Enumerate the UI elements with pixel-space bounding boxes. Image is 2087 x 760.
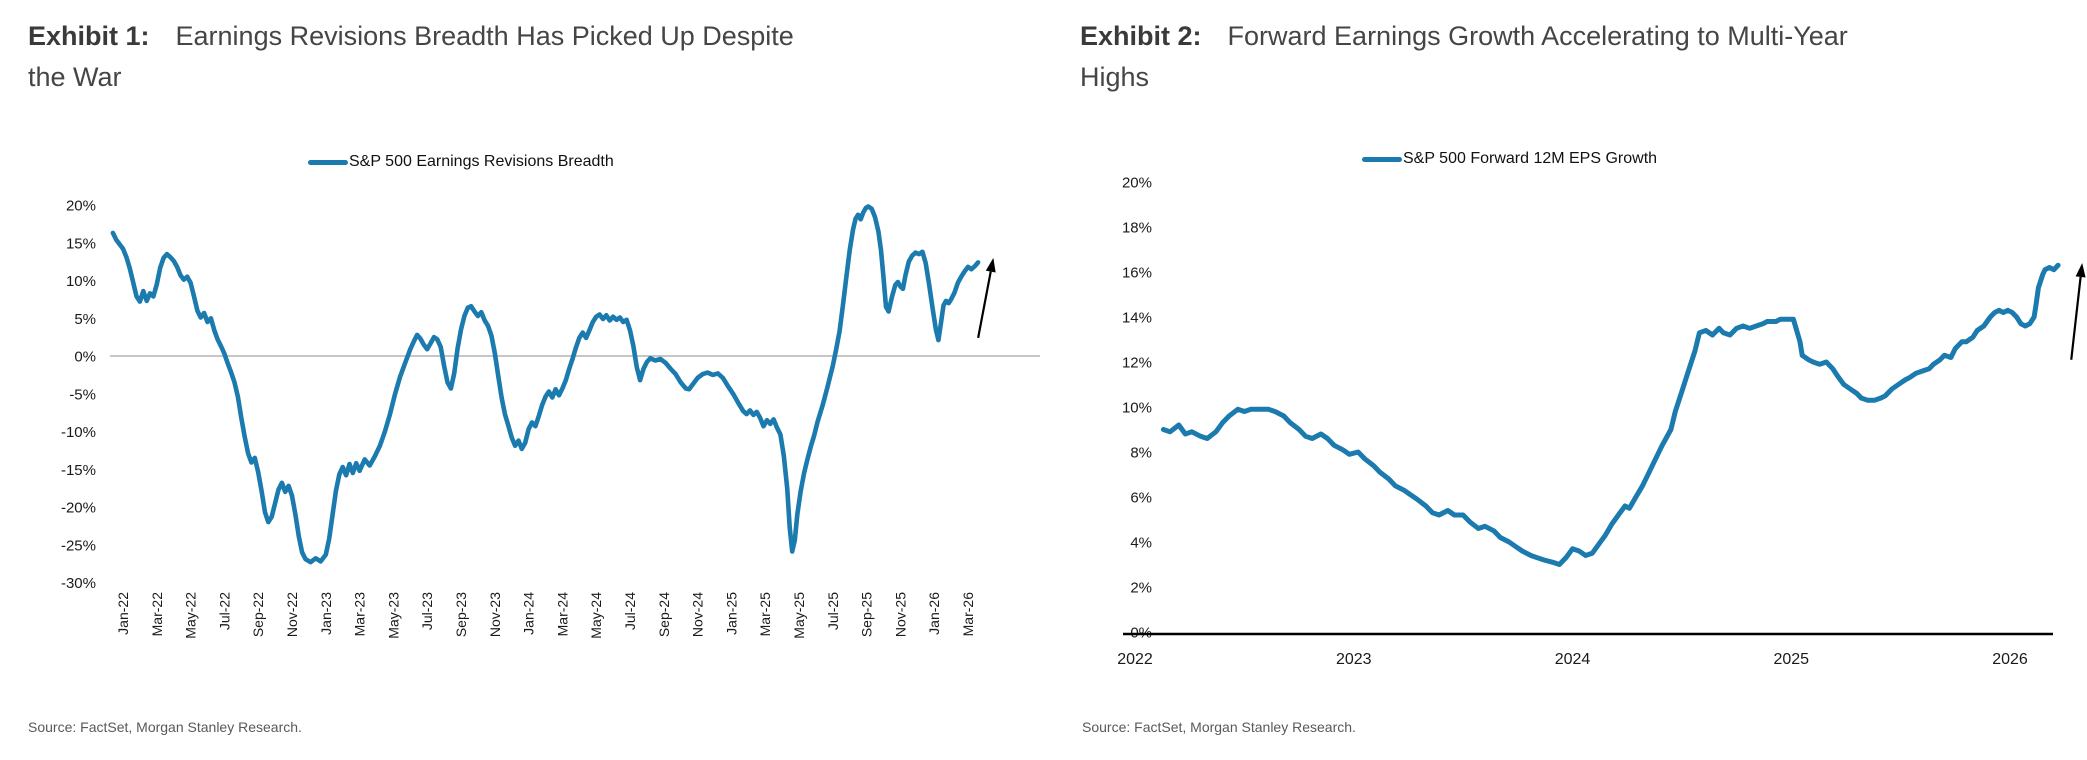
y-tick-label: -10% xyxy=(61,424,96,441)
x-tick-label: Jan-26 xyxy=(926,592,942,635)
exhibit1-title: Exhibit 1: Earnings Revisions Breadth Has… xyxy=(28,16,818,98)
y-tick-label: 18% xyxy=(1122,220,1152,237)
x-tick-label: Mar-26 xyxy=(960,592,976,637)
y-tick-label: 15% xyxy=(66,235,96,252)
y-tick-label: 10% xyxy=(66,273,96,290)
x-tick-label: May-23 xyxy=(385,592,401,639)
y-tick-label: -20% xyxy=(61,500,96,517)
x-tick-label: Jul-25 xyxy=(825,592,841,630)
x-tick-label: Mar-24 xyxy=(554,592,570,637)
forward-eps-growth-chart: 20%18%16%14%12%10%8%6%4%2%0%202220232024… xyxy=(1117,175,2086,668)
x-tick-label: May-22 xyxy=(183,592,199,639)
y-tick-label: 10% xyxy=(1122,400,1152,417)
legend-label: S&P 500 Forward 12M EPS Growth xyxy=(1403,150,1658,167)
y-tick-label: 20% xyxy=(66,198,96,215)
y-tick-label: 2% xyxy=(1130,580,1152,597)
legend-line-icon xyxy=(1362,156,1402,162)
legend-line-icon xyxy=(308,159,348,165)
y-tick-label: -15% xyxy=(61,462,96,479)
x-tick-label: Jan-24 xyxy=(521,592,537,635)
legend-label: S&P 500 Earnings Revisions Breadth xyxy=(349,153,614,170)
series-line xyxy=(1160,262,2061,567)
x-tick-label: 2022 xyxy=(1117,651,1153,668)
x-tick-label: Mar-25 xyxy=(757,592,773,637)
x-tick-label: May-25 xyxy=(791,592,807,639)
exhibit2-label: Exhibit 2: xyxy=(1080,21,1202,51)
trend-arrow-head xyxy=(985,257,996,273)
exhibit2-legend: S&P 500 Forward 12M EPS Growth xyxy=(1362,150,1657,168)
y-tick-label: -25% xyxy=(61,537,96,554)
x-tick-label: Sep-25 xyxy=(859,592,875,637)
y-tick-label: -5% xyxy=(69,386,96,403)
trend-arrow-shaft xyxy=(2070,276,2082,360)
x-tick-label: Jul-23 xyxy=(419,592,435,630)
exhibit2-title-text: Forward Earnings Growth Accelerating to … xyxy=(1080,21,1848,92)
y-tick-label: -30% xyxy=(61,575,96,592)
y-tick-label: 6% xyxy=(1130,490,1152,507)
x-tick-label: Mar-23 xyxy=(352,592,368,637)
x-tick-label: Nov-25 xyxy=(892,592,908,637)
earnings-revisions-breadth-chart: 20% 15% 10% 5% 0% -5% -10% -15% -20% -25% -30% Jan-… xyxy=(61,198,1040,639)
x-tick-label: Jan-22 xyxy=(115,592,131,635)
y-tick-label: 0% xyxy=(74,349,96,366)
y-tick-label: 4% xyxy=(1130,535,1152,552)
x-tick-label: Sep-22 xyxy=(250,592,266,637)
trend-arrow-shaft xyxy=(977,271,992,339)
y-tick-label: 14% xyxy=(1122,310,1152,327)
y-tick-label: 16% xyxy=(1122,265,1152,282)
exhibit2-title: Exhibit 2: Forward Earnings Growth Accele… xyxy=(1080,16,1890,98)
exhibit1-title-text: Earnings Revisions Breadth Has Picked Up… xyxy=(28,21,794,92)
x-tick-label: 2024 xyxy=(1555,651,1591,668)
y-tick-label: 8% xyxy=(1130,445,1152,462)
x-tick-label: May-24 xyxy=(588,592,604,639)
x-tick-label: Jul-22 xyxy=(216,592,232,630)
x-tick-label: Jan-25 xyxy=(723,592,739,635)
x-tick-label: Sep-23 xyxy=(453,592,469,637)
exhibit1-label: Exhibit 1: xyxy=(28,21,150,51)
x-tick-label: Nov-22 xyxy=(284,592,300,637)
x-tick-label: 2025 xyxy=(1773,651,1809,668)
x-tick-label: Jan-23 xyxy=(318,592,334,635)
exhibit1-source: Source: FactSet, Morgan Stanley Research… xyxy=(28,719,302,735)
exhibit1-legend: S&P 500 Earnings Revisions Breadth xyxy=(308,153,614,171)
y-tick-label: 5% xyxy=(74,311,96,328)
x-tick-label: 2026 xyxy=(1992,651,2028,668)
x-tick-label: 2023 xyxy=(1336,651,1372,668)
x-tick-label: Mar-22 xyxy=(149,592,165,637)
x-tick-label: Jul-24 xyxy=(622,592,638,630)
y-tick-label: 20% xyxy=(1122,175,1152,192)
x-tick-label: Nov-23 xyxy=(487,592,503,637)
y-tick-label: 12% xyxy=(1122,355,1152,372)
exhibit2-source: Source: FactSet, Morgan Stanley Research… xyxy=(1082,719,1356,735)
x-tick-label: Sep-24 xyxy=(656,592,672,637)
x-tick-label: Nov-24 xyxy=(690,592,706,637)
trend-arrow-head xyxy=(2075,263,2086,278)
series-line xyxy=(110,204,981,565)
